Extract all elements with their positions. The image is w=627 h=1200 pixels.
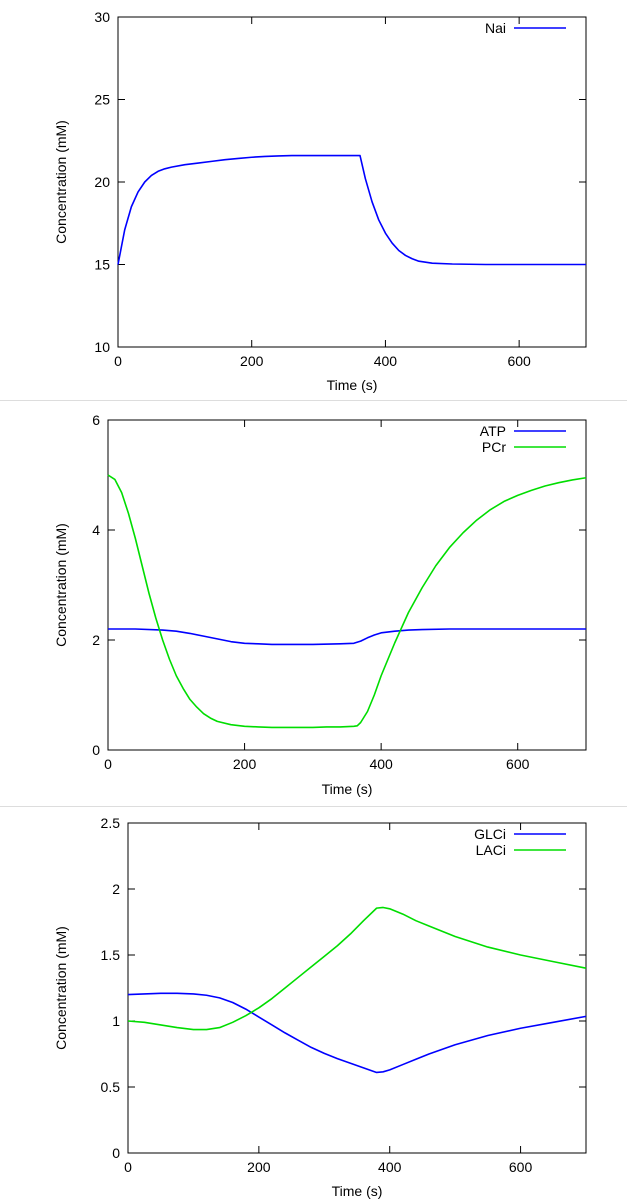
x-axis-label: Time (s) — [322, 781, 373, 797]
plot-frame — [117, 16, 587, 348]
x-tick-label: 400 — [369, 756, 393, 772]
series-line-nai — [117, 154, 586, 266]
y-tick-label: 2 — [112, 881, 120, 897]
nai-chart: 0 200 400 600 10 15 20 25 30 Time (s) Concentratio… — [53, 9, 587, 393]
x-tick-label: 600 — [507, 353, 531, 369]
x-axis-label: Time (s) — [332, 1183, 383, 1199]
legend-label-atp: ATP — [480, 423, 506, 439]
x-tick-label: 0 — [114, 353, 122, 369]
y-tick-label: 1 — [112, 1013, 120, 1029]
x-tick-label: 200 — [233, 756, 257, 772]
legend-label-nai: Nai — [485, 20, 506, 36]
y-axis-label: Concentration (mM) — [53, 926, 69, 1050]
y-tick-label: 6 — [92, 412, 100, 428]
x-tick-label: 400 — [374, 353, 398, 369]
legend-label-glci: GLCi — [474, 826, 506, 842]
series-line-glci — [127, 992, 587, 1074]
x-tick-label: 600 — [509, 1159, 533, 1175]
chart-panel-nai: 0 200 400 600 10 15 20 25 30 Time (s) Concentratio… — [0, 0, 627, 398]
x-tick-label: 0 — [124, 1159, 132, 1175]
y-tick-label: 4 — [92, 522, 100, 538]
y-tick-label: 15 — [94, 257, 110, 273]
plot-frame — [127, 822, 587, 1154]
chart-panel-atp-pcr: 0 200 400 600 0 2 4 6 Time (s) Concentration (mM)… — [0, 404, 627, 804]
x-tick-label: 200 — [240, 353, 264, 369]
y-tick-label: 1.5 — [101, 947, 121, 963]
y-axis-label: Concentration (mM) — [53, 120, 69, 244]
y-tick-label: 10 — [94, 339, 110, 355]
atp-pcr-chart: 0 200 400 600 0 2 4 6 Time (s) Concentration (mM)… — [53, 412, 587, 797]
y-tick-label: 2 — [92, 632, 100, 648]
y-tick-label: 0.5 — [101, 1079, 121, 1095]
y-tick-label: 2.5 — [101, 815, 121, 831]
series-line-laci — [127, 906, 587, 1031]
series-line-pcr — [107, 474, 587, 729]
glc-lac-chart: 0 200 400 600 0 0.5 1 1.5 2 2.5 Time (s) Concentrat… — [53, 815, 587, 1199]
y-tick-label: 30 — [94, 9, 110, 25]
series-line-atp — [108, 628, 586, 646]
x-tick-label: 400 — [378, 1159, 402, 1175]
x-tick-label: 0 — [104, 756, 112, 772]
x-axis-label: Time (s) — [327, 377, 378, 393]
x-tick-label: 600 — [506, 756, 530, 772]
plot-frame — [107, 419, 587, 751]
legend-label-pcr: PCr — [482, 439, 506, 455]
chart-panel-glc-lac: 0 200 400 600 0 0.5 1 1.5 2 2.5 Time (s) Concentrat… — [0, 810, 627, 1200]
y-tick-label: 20 — [94, 174, 110, 190]
y-axis-label: Concentration (mM) — [53, 523, 69, 647]
legend-label-laci: LACi — [476, 842, 506, 858]
panel-separator — [0, 806, 627, 807]
x-tick-label: 200 — [247, 1159, 271, 1175]
y-tick-label: 25 — [94, 92, 110, 108]
y-tick-label: 0 — [112, 1145, 120, 1161]
y-tick-label: 0 — [92, 742, 100, 758]
panel-separator — [0, 400, 627, 401]
